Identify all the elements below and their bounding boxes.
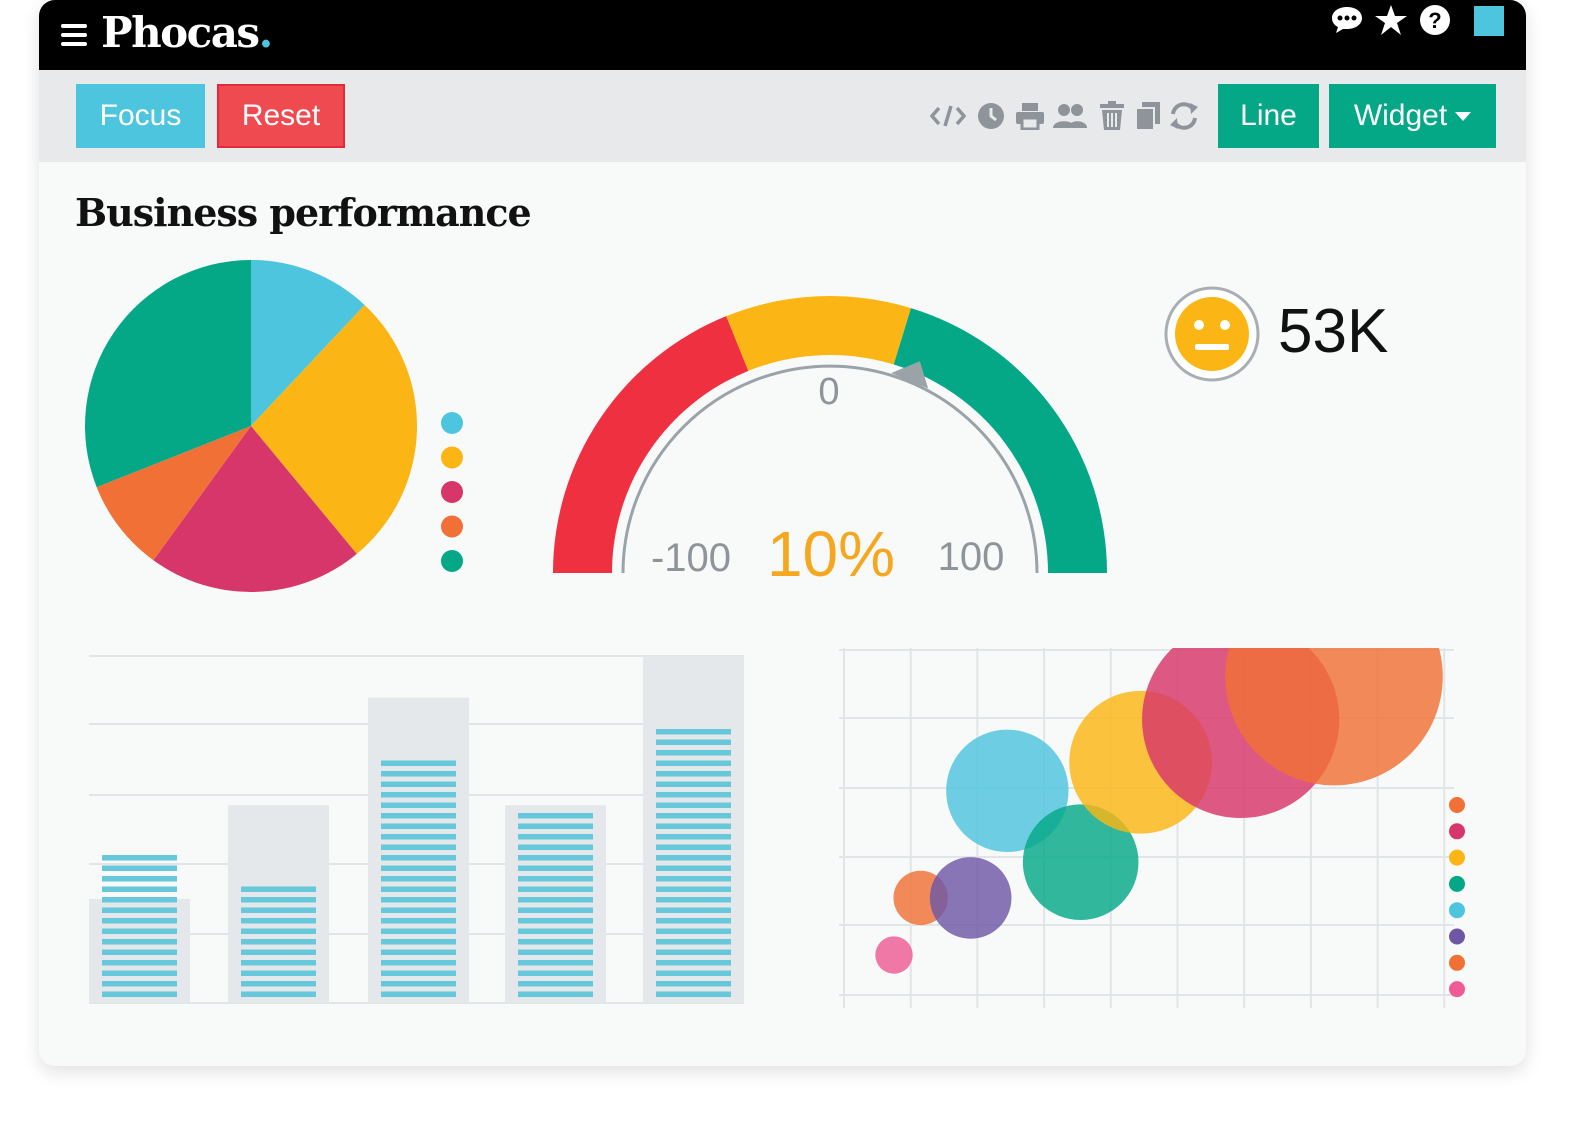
- bubble-point: [1022, 804, 1139, 920]
- copy-icon[interactable]: [1129, 96, 1167, 136]
- caret-down-icon: [1455, 111, 1472, 121]
- top-bar: Phocas. ?: [39, 0, 1526, 70]
- print-icon[interactable]: [1011, 96, 1049, 136]
- bubble-point: [875, 936, 913, 974]
- pie-slice: [251, 260, 365, 426]
- bar-back: [643, 656, 744, 1003]
- pie-legend-dot: [441, 412, 463, 434]
- chat-icon[interactable]: [1329, 0, 1365, 40]
- bubble-legend-dot: [1449, 954, 1465, 971]
- kpi-value: 53K: [1278, 297, 1389, 366]
- bubble-point: [1225, 648, 1443, 786]
- gauge-max-label: 100: [938, 535, 1005, 579]
- bubble-legend-dot: [1449, 875, 1465, 892]
- pie-legend-dot: [441, 446, 463, 469]
- bubble-legend-dot: [1449, 797, 1465, 813]
- brand-name: Phocas: [101, 8, 260, 57]
- bar-back: [368, 697, 469, 1003]
- help-icon[interactable]: ?: [1417, 0, 1453, 40]
- neutral-face-icon: [1164, 286, 1260, 382]
- widget-label: Widget: [1353, 99, 1448, 132]
- bubble-legend-dot: [1449, 849, 1465, 866]
- gauge-needle-icon: [891, 361, 929, 389]
- clock-icon[interactable]: [972, 96, 1010, 136]
- bar-chart: [89, 655, 744, 1004]
- bar-front: [241, 886, 316, 997]
- bubble-legend-dot: [1449, 928, 1465, 945]
- code-icon[interactable]: [929, 96, 967, 136]
- bar-back: [228, 805, 329, 1003]
- focus-button[interactable]: Focus: [76, 84, 205, 148]
- gauge-segment-neutral: [726, 296, 911, 371]
- bubble-legend-dot: [1449, 902, 1465, 919]
- bubble-chart: [839, 648, 1465, 1008]
- bar-front: [102, 855, 177, 997]
- reset-button[interactable]: Reset: [217, 84, 345, 148]
- pie-legend-dot: [441, 550, 463, 572]
- pie-chart: [84, 260, 463, 592]
- trash-icon[interactable]: [1093, 96, 1131, 136]
- gauge-chart: 0 -100 100 10%: [553, 296, 1107, 590]
- line-button[interactable]: Line: [1218, 84, 1319, 148]
- widget-dropdown-button[interactable]: Widget: [1329, 84, 1496, 148]
- square-icon[interactable]: [1470, 0, 1506, 40]
- pie-slice: [84, 260, 251, 488]
- brand-logo: Phocas.: [101, 8, 274, 57]
- gauge-segment-positive: [893, 308, 1107, 573]
- pie-slice: [153, 426, 357, 592]
- toolbar: Focus Reset Line Widget: [39, 70, 1526, 162]
- bubble-legend-dot: [1449, 981, 1465, 998]
- bubble-legend-dot: [1449, 823, 1465, 840]
- gauge-inner-arc: [621, 364, 1039, 574]
- pie-slice: [96, 426, 251, 561]
- bubble-point: [929, 857, 1012, 939]
- app-window: Phocas. ? Focus Reset: [39, 0, 1526, 1066]
- pie-legend-dot: [441, 515, 463, 538]
- pie-slice: [251, 304, 417, 554]
- refresh-icon[interactable]: [1165, 96, 1203, 136]
- gauge-center-label: 0: [818, 371, 839, 413]
- hamburger-menu-icon[interactable]: [61, 24, 87, 46]
- bubble-group: [875, 648, 1443, 974]
- bar-front: [381, 760, 456, 997]
- gauge-value-label: 10%: [767, 518, 895, 590]
- bubble-point: [946, 729, 1069, 852]
- pie-legend-dot: [441, 481, 463, 503]
- star-icon[interactable]: [1373, 0, 1409, 40]
- svg-text:?: ?: [1428, 8, 1441, 33]
- gauge-min-label: -100: [651, 536, 731, 580]
- bar-front: [656, 729, 731, 997]
- page-title: Business performance: [75, 190, 532, 235]
- bar-front: [518, 813, 593, 997]
- gauge-segment-negative: [553, 316, 749, 573]
- users-icon[interactable]: [1051, 96, 1089, 136]
- brand-dot: .: [258, 8, 274, 57]
